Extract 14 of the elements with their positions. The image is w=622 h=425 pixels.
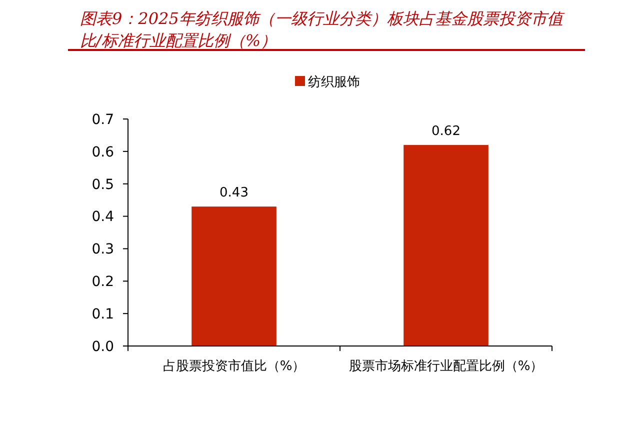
y-tick-label: 0.1: [92, 306, 114, 322]
y-tick-label: 0.7: [92, 112, 114, 128]
chart-title: 图表9：2025年纺织服饰（一级行业分类）板块占基金股票投资市值比/标准行业配置比例（%）: [80, 9, 565, 50]
data-label: 0.62: [432, 124, 460, 139]
y-tick-label: 0.0: [92, 338, 114, 355]
x-tick-label: 占股票投资市值比（%）: [162, 359, 306, 374]
y-tick-label: 0.4: [92, 209, 114, 226]
legend-label: 纺织服饰: [308, 75, 360, 90]
y-tick-label: 0.3: [92, 242, 114, 258]
data-label: 0.43: [220, 186, 248, 201]
y-tick-label: 0.2: [92, 274, 114, 290]
y-tick-label: 0.5: [92, 176, 114, 193]
x-tick-label: 股票市场标准行业配置比例（%）: [348, 359, 544, 374]
y-tick-label: 0.6: [92, 144, 114, 160]
